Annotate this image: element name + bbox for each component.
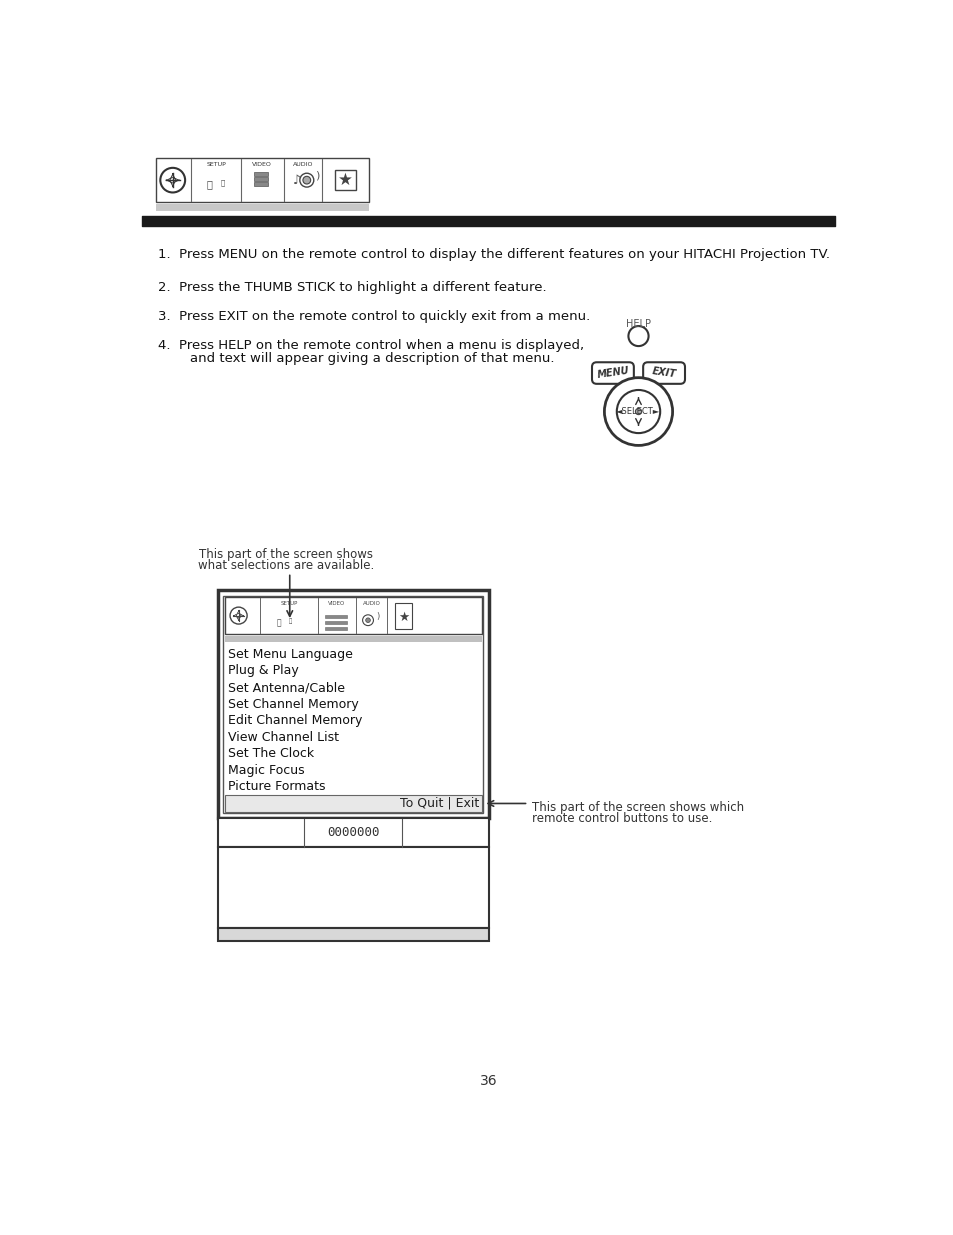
Text: Set Channel Memory: Set Channel Memory (228, 698, 358, 710)
Text: 👤: 👤 (289, 619, 292, 624)
Circle shape (230, 608, 247, 624)
Text: VIDEO: VIDEO (328, 600, 345, 606)
Circle shape (303, 177, 311, 184)
Circle shape (635, 409, 641, 415)
Bar (325, 621, 347, 624)
Text: ★: ★ (397, 610, 409, 624)
Text: 2.  Press the THUMB STICK to highlight a different feature.: 2. Press the THUMB STICK to highlight a … (158, 280, 546, 294)
Circle shape (362, 615, 373, 626)
Bar (224, 795, 481, 811)
Text: HELP: HELP (625, 319, 650, 330)
Text: 3.  Press EXIT on the remote control to quickly exit from a menu.: 3. Press EXIT on the remote control to q… (158, 310, 590, 322)
Bar (224, 597, 481, 634)
Text: EXIT: EXIT (651, 367, 676, 379)
Circle shape (160, 168, 185, 193)
Bar (223, 595, 483, 813)
Bar (217, 590, 488, 818)
Circle shape (628, 326, 648, 346)
Bar (253, 173, 268, 177)
Text: This part of the screen shows: This part of the screen shows (198, 548, 373, 561)
Text: 👤: 👤 (276, 618, 281, 627)
Bar (253, 182, 268, 185)
Text: Edit Channel Memory: Edit Channel Memory (228, 714, 362, 727)
Text: Set Menu Language: Set Menu Language (228, 648, 353, 661)
Bar (155, 158, 369, 203)
Bar (217, 847, 488, 929)
Text: VIDEO: VIDEO (252, 162, 272, 167)
Bar (253, 177, 268, 180)
Bar (217, 818, 488, 847)
Circle shape (604, 378, 672, 446)
Text: ★: ★ (337, 172, 353, 189)
Text: AUDIO: AUDIO (362, 600, 380, 606)
Text: 👤: 👤 (207, 179, 213, 189)
Text: ): ) (376, 611, 379, 621)
Text: Set The Clock: Set The Clock (228, 747, 314, 761)
FancyBboxPatch shape (642, 362, 684, 384)
Text: SETUP: SETUP (206, 162, 226, 167)
Text: This part of the screen shows which: This part of the screen shows which (532, 802, 743, 814)
Text: MENU: MENU (596, 366, 629, 380)
FancyBboxPatch shape (592, 362, 633, 384)
Bar (395, 603, 412, 630)
Text: 👤: 👤 (220, 179, 224, 185)
Bar (224, 636, 481, 642)
Bar (335, 170, 356, 190)
Circle shape (617, 390, 659, 433)
Text: and text will appear giving a description of that menu.: and text will appear giving a descriptio… (173, 352, 555, 366)
Text: ◄SELECT►: ◄SELECT► (616, 408, 659, 416)
Bar (325, 627, 347, 630)
Text: To Quit | Exit: To Quit | Exit (399, 797, 478, 810)
Text: Set Antenna/Cable: Set Antenna/Cable (228, 680, 344, 694)
Bar (325, 615, 347, 618)
Text: ♪: ♪ (293, 174, 300, 186)
Text: AUDIO: AUDIO (293, 162, 313, 167)
Circle shape (299, 173, 314, 186)
Text: View Channel List: View Channel List (228, 731, 338, 743)
Text: remote control buttons to use.: remote control buttons to use. (532, 811, 712, 825)
Text: Magic Focus: Magic Focus (228, 763, 304, 777)
Circle shape (365, 618, 370, 622)
Text: 4.  Press HELP on the remote control when a menu is displayed,: 4. Press HELP on the remote control when… (158, 340, 583, 352)
Text: SETUP: SETUP (280, 600, 297, 606)
Text: 0000000: 0000000 (327, 826, 379, 840)
Text: Picture Formats: Picture Formats (228, 781, 325, 793)
Text: what selections are available.: what selections are available. (197, 558, 374, 572)
Text: 1.  Press MENU on the remote control to display the different features on your H: 1. Press MENU on the remote control to d… (158, 248, 829, 262)
Text: Plug & Play: Plug & Play (228, 664, 298, 678)
Text: ): ) (314, 170, 318, 180)
Bar (217, 929, 488, 941)
Text: 36: 36 (479, 1074, 497, 1088)
Bar (155, 204, 369, 211)
